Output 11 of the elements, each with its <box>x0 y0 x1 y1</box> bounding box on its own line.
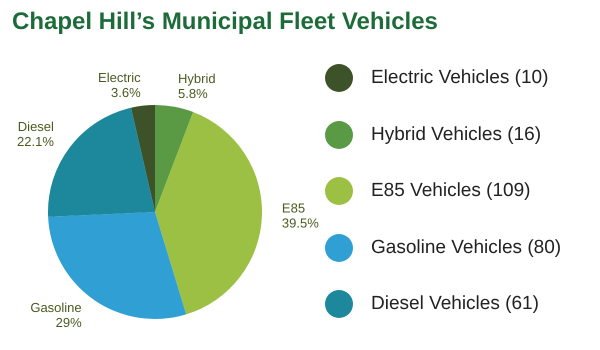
data-label: E85 39.5% <box>282 200 320 230</box>
data-label: Hybrid 5.8% <box>178 71 216 102</box>
chart-title: Chapel Hill’s Municipal Fleet Vehicles <box>12 8 438 36</box>
data-label: Gasoline 29% <box>30 300 82 330</box>
legend-label: Gasoline Vehicles (80) <box>371 236 562 259</box>
legend-label: Electric Vehicles (10) <box>371 67 548 90</box>
data-label: Diesel 22.1% <box>17 119 54 150</box>
legend-label: Diesel Vehicles (61) <box>371 293 539 316</box>
data-label: Electric 3.6% <box>98 70 142 100</box>
legend-label: E85 Vehicles (109) <box>371 180 530 202</box>
legend-label: Hybrid Vehicles (16) <box>371 124 542 146</box>
